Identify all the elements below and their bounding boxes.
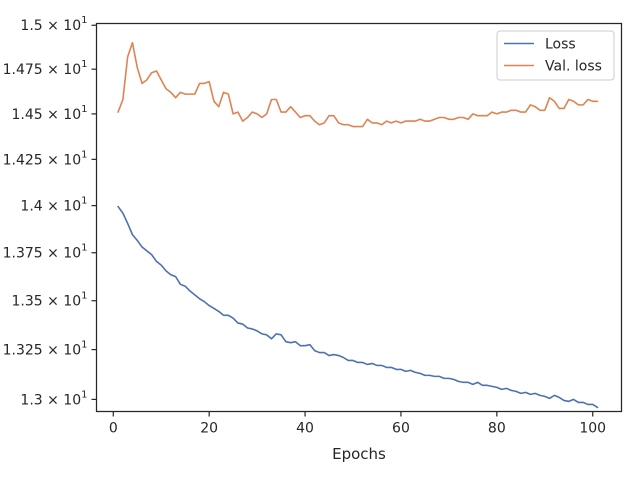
- y-tick-label: 1.35 × 101: [12, 291, 88, 310]
- y-tick-label: 1.3 × 101: [20, 389, 87, 408]
- y-tick-label: 1.5 × 101: [20, 15, 87, 34]
- x-axis: 0 20 40 60 80 100: [109, 411, 606, 437]
- x-axis-label: Epochs: [332, 445, 386, 463]
- x-tick-label: 80: [488, 421, 506, 437]
- series-lines: [117, 41, 599, 409]
- y-tick-label: 1.375 × 101: [3, 243, 88, 262]
- y-tick-label: 1.325 × 101: [3, 340, 88, 359]
- legend-label-val-loss: Val. loss: [545, 59, 602, 75]
- series-line-val-loss: [117, 41, 599, 128]
- y-tick-label: 1.45 × 101: [12, 104, 88, 123]
- y-tick-label: 1.4 × 101: [20, 196, 87, 215]
- y-tick-label: 1.425 × 101: [3, 149, 88, 168]
- series-line-loss: [117, 205, 599, 409]
- x-tick-label: 100: [579, 421, 606, 437]
- legend-label-loss: Loss: [545, 37, 576, 53]
- plot-frame: [95, 22, 623, 413]
- x-tick-label: 20: [200, 421, 218, 437]
- y-axis: 1.3 × 101 1.325 × 101 1.35 × 101 1.375 × 10…: [3, 15, 97, 408]
- x-tick-label: 0: [109, 421, 118, 437]
- y-tick-label: 1.475 × 101: [3, 59, 88, 78]
- legend: Loss Val. loss: [496, 30, 615, 81]
- x-tick-label: 60: [392, 421, 410, 437]
- x-tick-label: 40: [296, 421, 314, 437]
